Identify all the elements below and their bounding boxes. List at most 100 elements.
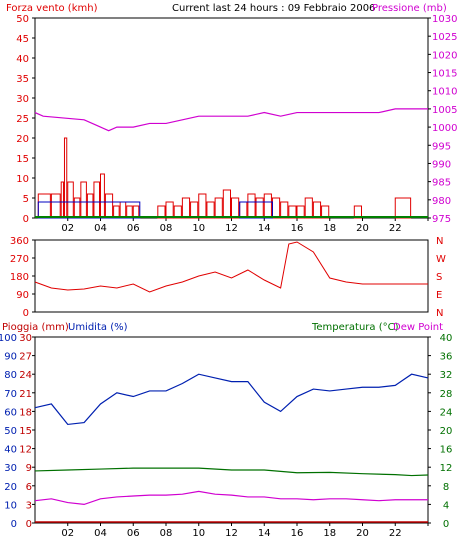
humidity-tick-label: 80 xyxy=(4,370,17,381)
chart-title: Current last 24 hours : 09 Febbraio 2006 xyxy=(172,3,375,14)
x-tick-label: 20 xyxy=(356,528,369,539)
rain-tick-label: 18 xyxy=(19,407,32,418)
wind-tick-label: 25 xyxy=(16,114,29,125)
wind-bar xyxy=(255,197,264,219)
x-tick-label: 22 xyxy=(389,528,402,539)
rain-tick-label: 24 xyxy=(19,370,32,381)
direction-tick-label: 0 xyxy=(23,308,29,319)
wind-bar xyxy=(190,201,199,219)
pressure-tick-label: 980 xyxy=(432,196,451,207)
x-tick-label: 12 xyxy=(225,528,238,539)
x-tick-label: 06 xyxy=(127,223,140,234)
x-tick-label: 10 xyxy=(192,528,205,539)
rain-tick-label: 12 xyxy=(19,445,32,456)
rain-tick-label: 6 xyxy=(26,482,32,493)
humidity-title: Umidita (%) xyxy=(68,322,128,333)
wind-bar xyxy=(73,197,81,219)
wind-tick-label: 50 xyxy=(16,14,29,25)
temperature-tick-label: 8 xyxy=(443,482,449,493)
wind-tick-label: 30 xyxy=(16,94,29,105)
x-tick-label: 16 xyxy=(291,223,304,234)
humidity-line xyxy=(34,373,429,426)
wind-bar xyxy=(247,193,256,219)
wind-tick-label: 40 xyxy=(16,54,29,65)
wind-tick-label: 15 xyxy=(16,154,29,165)
pressure-tick-label: 1000 xyxy=(432,123,457,134)
wind-tick-label: 5 xyxy=(23,194,29,205)
temperature-tick-label: 32 xyxy=(440,370,453,381)
dewpoint-line xyxy=(34,490,428,506)
rain-tick-label: 27 xyxy=(19,352,32,363)
direction-panel-frame xyxy=(34,239,429,313)
humidity-tick-label: 10 xyxy=(4,500,17,511)
wind-bar xyxy=(165,201,174,219)
wind-bar xyxy=(394,197,412,219)
humidity-tick-label: 30 xyxy=(4,463,17,474)
pressure-tick-label: 1020 xyxy=(432,50,457,61)
x-tick-label: 14 xyxy=(258,528,271,539)
rain-tick-label: 9 xyxy=(26,463,32,474)
direction-tick-label: 360 xyxy=(10,236,29,247)
wind-bar xyxy=(63,137,68,219)
wind-bar xyxy=(50,193,61,219)
humidity-tick-label: 70 xyxy=(4,389,17,400)
temperature-tick-label: 4 xyxy=(443,500,449,511)
wind-tick-label: 0 xyxy=(23,214,29,225)
temperature-tick-label: 0 xyxy=(443,519,449,530)
wind-tick-label: 20 xyxy=(16,134,29,145)
pressure-line xyxy=(34,108,428,132)
wind-tick-label: 45 xyxy=(16,34,29,45)
wind-bar xyxy=(271,197,281,219)
wind-bar xyxy=(181,197,191,219)
rain-tick-label: 21 xyxy=(19,389,32,400)
x-tick-label: 02 xyxy=(61,528,74,539)
pressure-tick-label: 975 xyxy=(432,214,451,225)
x-tick-label: 04 xyxy=(94,528,107,539)
x-tick-label: 18 xyxy=(323,528,336,539)
compass-label: S xyxy=(436,272,442,283)
wind-pressure-panel: 0510152025303540455097598098599099510001… xyxy=(16,14,457,234)
x-tick-label: 08 xyxy=(160,223,173,234)
humidity-tick-label: 100 xyxy=(0,333,17,344)
direction-tick-label: 180 xyxy=(10,272,29,283)
compass-label: N xyxy=(436,236,443,247)
wind-bar xyxy=(239,201,248,219)
wind-bar xyxy=(100,173,105,219)
pressure-tick-label: 990 xyxy=(432,159,451,170)
temperature-tick-label: 20 xyxy=(440,426,453,437)
pressure-tick-label: 995 xyxy=(432,141,451,152)
wind-bar xyxy=(86,193,94,219)
pressure-tick-label: 1015 xyxy=(432,69,457,80)
wind-tick-label: 10 xyxy=(16,174,29,185)
compass-label: W xyxy=(436,254,446,265)
direction-tick-label: 90 xyxy=(16,290,29,301)
x-tick-label: 02 xyxy=(61,223,74,234)
x-tick-label: 14 xyxy=(258,223,271,234)
pressure-tick-label: 985 xyxy=(432,178,451,189)
x-tick-label: 20 xyxy=(356,223,369,234)
temperature-tick-label: 16 xyxy=(440,445,453,456)
wind-bar xyxy=(263,193,272,219)
pressure-tick-label: 1025 xyxy=(432,32,457,43)
wind-bar xyxy=(198,193,207,219)
compass-label: N xyxy=(436,308,443,319)
wind-bar xyxy=(312,201,322,219)
x-tick-label: 08 xyxy=(160,528,173,539)
wind-bar xyxy=(231,197,240,219)
rain-tick-label: 30 xyxy=(19,333,32,344)
pressure-tick-label: 1030 xyxy=(432,14,457,25)
direction-tick-label: 270 xyxy=(10,254,29,265)
pressure-title: Pressione (mb) xyxy=(372,3,447,14)
x-tick-label: 10 xyxy=(192,223,205,234)
rain-tick-label: 0 xyxy=(26,519,32,530)
humidity-tick-label: 40 xyxy=(4,445,17,456)
dewpoint-title: Dew Point xyxy=(393,322,443,333)
pressure-tick-label: 1005 xyxy=(432,105,457,116)
wind-bar xyxy=(67,181,74,219)
pressure-tick-label: 1010 xyxy=(432,87,457,98)
humidity-tick-label: 90 xyxy=(4,352,17,363)
wind-bar xyxy=(93,181,100,219)
x-tick-label: 04 xyxy=(94,223,107,234)
